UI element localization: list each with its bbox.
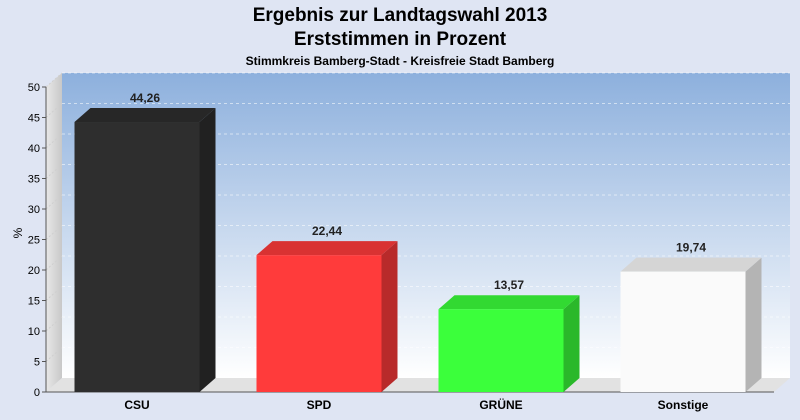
bar-csu bbox=[74, 108, 216, 392]
data-label: 13,57 bbox=[494, 278, 524, 292]
y-tick-label: 25 bbox=[28, 235, 40, 247]
grid-line-wall bbox=[45, 316, 63, 332]
grid-line-wall bbox=[45, 225, 63, 240]
bar-side bbox=[381, 241, 398, 392]
grid-line-wall bbox=[45, 133, 63, 149]
y-tick-label: 40 bbox=[28, 143, 40, 155]
bar-front bbox=[620, 271, 746, 392]
y-tick-label: 35 bbox=[28, 174, 40, 186]
y-axis-label: % bbox=[11, 227, 25, 238]
bar-front bbox=[256, 255, 382, 392]
category-label: Sonstige bbox=[658, 398, 709, 412]
data-label: 19,74 bbox=[676, 241, 706, 255]
grid-line-wall bbox=[45, 103, 63, 118]
plot-side-wall bbox=[46, 73, 62, 392]
bar-top bbox=[74, 108, 216, 123]
grid-line-wall bbox=[45, 194, 63, 210]
grid-line-wall bbox=[45, 72, 63, 88]
bar-top bbox=[438, 295, 580, 310]
chart-caption: Stimmkreis Bamberg-Stadt - Kreisfreie St… bbox=[245, 54, 555, 68]
grid-line-wall bbox=[45, 286, 63, 301]
y-tick-label: 0 bbox=[34, 387, 40, 399]
y-tick-label: 15 bbox=[28, 296, 40, 308]
bar-top bbox=[620, 257, 762, 272]
category-label: GRÜNE bbox=[479, 397, 522, 412]
y-tick-label: 5 bbox=[34, 357, 40, 369]
bar-side bbox=[745, 257, 762, 392]
bar-grüne bbox=[438, 295, 580, 392]
bar-front bbox=[438, 309, 564, 392]
data-label: 22,44 bbox=[312, 224, 342, 238]
y-tick-label: 20 bbox=[28, 265, 40, 277]
chart-subtitle: Erststimmen in Prozent bbox=[293, 29, 507, 50]
category-label: CSU bbox=[124, 398, 149, 412]
grid-line-wall bbox=[45, 347, 63, 362]
y-tick-label: 30 bbox=[28, 204, 40, 216]
grid-line-wall bbox=[45, 255, 63, 271]
bar-front bbox=[74, 122, 200, 392]
bar-side bbox=[563, 295, 580, 392]
data-label: 44,26 bbox=[130, 91, 160, 105]
bar-spd bbox=[256, 241, 398, 392]
plot-floor bbox=[46, 378, 790, 392]
y-tick-label: 50 bbox=[28, 82, 40, 94]
category-label: SPD bbox=[307, 398, 332, 412]
bar-side bbox=[199, 108, 216, 392]
bar-top bbox=[256, 241, 398, 256]
bar-sonstige bbox=[620, 257, 762, 392]
y-tick-label: 10 bbox=[28, 326, 40, 338]
chart-title: Ergebnis zur Landtagswahl 2013 bbox=[252, 5, 548, 26]
grid-line-wall bbox=[45, 164, 63, 179]
y-tick-label: 45 bbox=[28, 113, 40, 125]
